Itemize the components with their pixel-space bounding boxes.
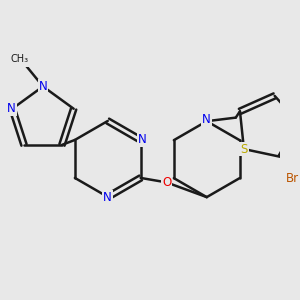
- Text: N: N: [39, 80, 47, 93]
- Text: N: N: [103, 191, 112, 204]
- Text: Br: Br: [286, 172, 299, 185]
- Text: S: S: [240, 142, 247, 156]
- Text: N: N: [138, 133, 147, 146]
- Text: N: N: [202, 113, 211, 126]
- Text: N: N: [7, 102, 16, 115]
- Text: CH₃: CH₃: [10, 54, 28, 64]
- Text: O: O: [162, 176, 171, 189]
